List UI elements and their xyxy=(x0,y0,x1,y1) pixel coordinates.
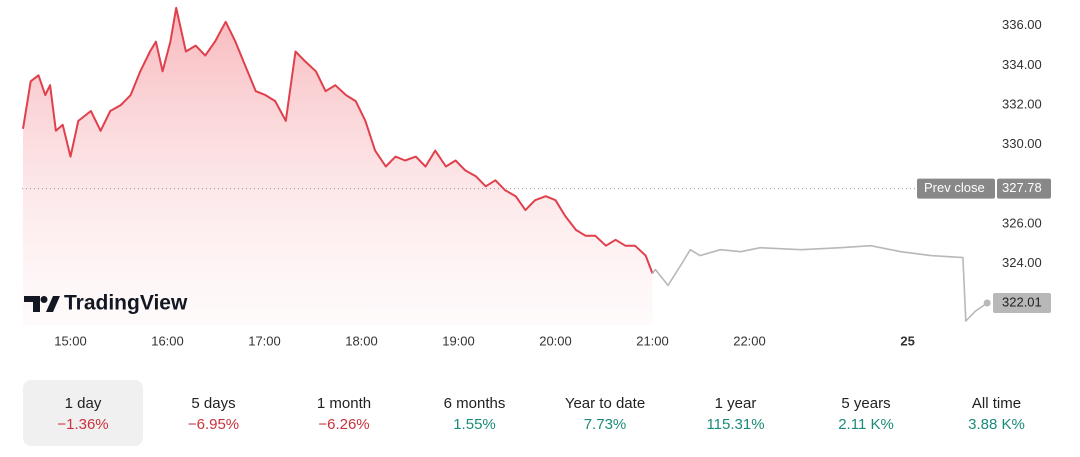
tab-label: Year to date xyxy=(564,395,646,412)
x-tick-label: 19:00 xyxy=(442,333,475,348)
x-tick-label: 20:00 xyxy=(539,333,572,348)
x-tick-label: 25 xyxy=(900,333,914,348)
y-tick-label: 336.00 xyxy=(1002,17,1042,32)
area xyxy=(22,7,653,326)
chart: TradingView 324.00 326.00 330.00 332.00 334.0… xyxy=(22,6,1051,348)
prev-close-value-bg xyxy=(997,178,1051,199)
tab-label: 5 years xyxy=(841,395,891,412)
tab-label: 1 month xyxy=(316,395,372,412)
tab-change: 2.11 K% xyxy=(838,416,894,433)
tab-change: 3.88 K% xyxy=(968,416,1025,433)
prev-close-value: 327.78 xyxy=(1002,180,1042,195)
range-tab[interactable]: 1 year 115.31% xyxy=(676,380,796,446)
tab-change: 1.55% xyxy=(453,416,496,433)
y-tick-label: 326.00 xyxy=(1002,215,1042,230)
x-tick-label: 17:00 xyxy=(248,333,281,348)
tab-label: 1 day xyxy=(64,395,102,412)
x-tick-label: 16:00 xyxy=(151,333,184,348)
watermark: TradingView xyxy=(64,292,188,315)
range-tab[interactable]: 1 month −6.26% xyxy=(284,380,404,446)
prev-close-label-bg xyxy=(917,178,995,199)
range-tab[interactable]: 6 months 1.55% xyxy=(415,380,535,446)
price-line xyxy=(651,244,988,322)
tab-change: −6.26% xyxy=(318,416,370,433)
range-tab[interactable]: Year to date 7.73% xyxy=(545,380,665,446)
y-tick-label: 332.00 xyxy=(1002,96,1042,111)
tab-label: 6 months xyxy=(443,395,506,412)
price-line xyxy=(22,6,654,274)
range-tab[interactable]: 5 years 2.11 K% xyxy=(806,380,926,446)
range-tabs: 1 day −1.36% 5 days −6.95% 1 month −6.26% 6 mo… xyxy=(0,378,1080,448)
tab-label: 5 days xyxy=(191,395,236,412)
last-price-label: 322.01 xyxy=(1002,294,1042,309)
y-tick-label: 330.00 xyxy=(1002,136,1042,151)
tab-label: 1 year xyxy=(714,395,757,412)
x-tick-label: 22:00 xyxy=(733,333,766,348)
y-tick-label: 334.00 xyxy=(1002,57,1042,72)
y-tick-label: 324.00 xyxy=(1002,255,1042,270)
x-tick-label: 21:00 xyxy=(636,333,669,348)
tab-change: −1.36% xyxy=(57,416,109,433)
logo xyxy=(24,296,60,312)
prev-close-label: Prev close xyxy=(924,180,985,195)
tab-label: All time xyxy=(971,395,1022,412)
tab-change: 115.31% xyxy=(706,416,765,433)
x-tick-label: 15:00 xyxy=(54,333,87,348)
last-price-bg xyxy=(993,293,1051,314)
range-tab[interactable]: 1 day −1.36% xyxy=(23,380,143,446)
range-tab[interactable]: All time 3.88 K% xyxy=(937,380,1057,446)
x-tick-label: 18:00 xyxy=(345,333,378,348)
last-price-dot xyxy=(983,299,991,307)
tab-change: −6.95% xyxy=(187,416,240,433)
tab-change: 7.73% xyxy=(583,416,627,433)
range-tab[interactable]: 5 days −6.95% xyxy=(154,380,274,446)
